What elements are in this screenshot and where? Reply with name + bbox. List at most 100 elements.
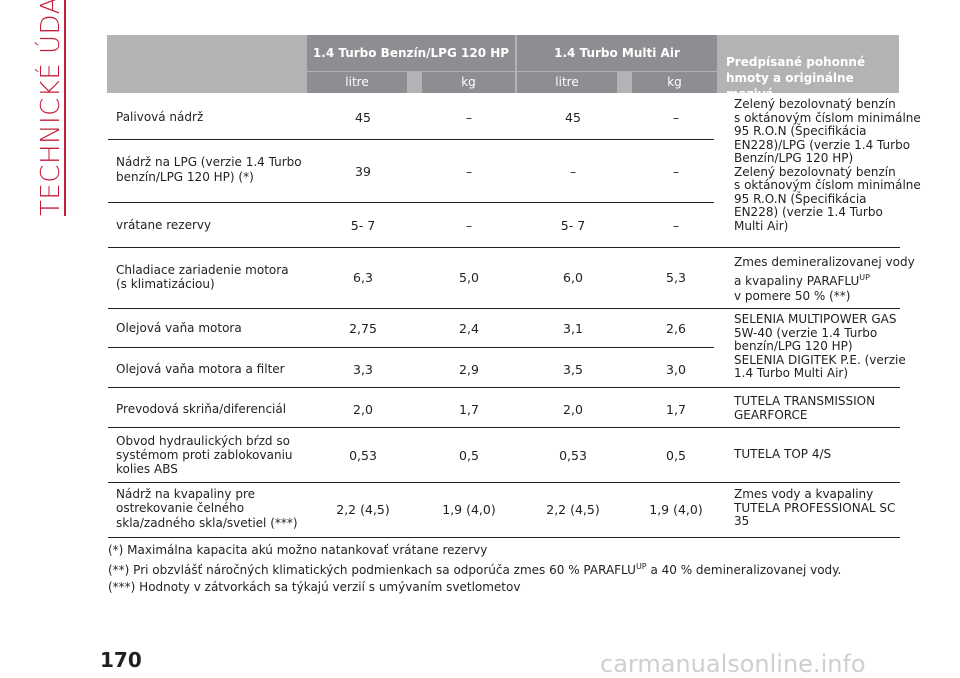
value: – bbox=[465, 218, 473, 233]
value: 1,9 (4,0) bbox=[649, 502, 703, 517]
value: 45 bbox=[355, 110, 371, 125]
value: – bbox=[569, 164, 577, 179]
value: 5- 7 bbox=[350, 218, 376, 233]
row-divider bbox=[108, 387, 900, 388]
header-kg-1: kg bbox=[461, 75, 476, 89]
row-label-fuel-tank: Palivová nádrž bbox=[116, 110, 204, 124]
oil-line: SELENIA MULTIPOWER GAS bbox=[734, 312, 897, 326]
section-line bbox=[64, 0, 66, 216]
value: – bbox=[672, 164, 680, 179]
value: 1,9 (4,0) bbox=[442, 502, 496, 517]
value: 0,5 bbox=[666, 448, 686, 463]
value: 2,9 bbox=[459, 362, 479, 377]
row-divider bbox=[108, 308, 900, 309]
row-divider bbox=[108, 482, 900, 483]
header-cell-turbo-lpg bbox=[307, 35, 515, 71]
value: 5- 7 bbox=[560, 218, 586, 233]
header-multiair: 1.4 Turbo Multi Air bbox=[554, 46, 680, 60]
footnote-1: (*) Maximálna kapacita akú možno natanko… bbox=[108, 543, 488, 557]
value: 5,0 bbox=[459, 270, 479, 285]
footnote-2-text: (**) Pri obzvlášť náročných klimatických… bbox=[108, 563, 636, 577]
footnote-2-end: a 40 % demineralizovanej vody. bbox=[646, 563, 842, 577]
fuel-line: Benzín/LPG 120 HP) bbox=[734, 151, 854, 165]
value: 2,0 bbox=[563, 402, 583, 417]
value: 2,6 bbox=[666, 321, 686, 336]
value: 2,2 (4,5) bbox=[336, 502, 390, 517]
fuel-line: s oktánovým číslom minimálne bbox=[734, 178, 921, 192]
value: 6,0 bbox=[563, 270, 583, 285]
gear-line: TUTELA TRANSMISSION bbox=[734, 394, 876, 408]
oil-line: 1.4 Turbo Multi Air) bbox=[734, 366, 849, 380]
oil-line: 5W-40 (verzie 1.4 Turbo bbox=[734, 325, 878, 340]
value: 2,4 bbox=[459, 321, 479, 336]
row-divider bbox=[108, 139, 714, 140]
row-divider bbox=[108, 202, 714, 203]
header-litre-1: litre bbox=[345, 75, 369, 89]
value: 0,5 bbox=[459, 448, 479, 463]
header-cell-kg-1 bbox=[422, 72, 515, 93]
row-divider bbox=[108, 347, 714, 348]
value: – bbox=[465, 164, 473, 179]
row-divider bbox=[108, 247, 900, 248]
page-number: 170 bbox=[100, 648, 142, 672]
value: – bbox=[465, 110, 473, 125]
coolant-line: Zmes demineralizovanej vody bbox=[734, 255, 915, 269]
row-label-reserve: vrátane rezervy bbox=[116, 218, 212, 232]
header-cell-kg-2 bbox=[632, 72, 717, 93]
value: 3,0 bbox=[666, 362, 686, 377]
header-cell-litre-2 bbox=[517, 72, 617, 93]
row-label-coolant-line-1: Chladiace zariadenie motora bbox=[116, 263, 289, 277]
row-label-gearbox: Prevodová skriňa/diferenciál bbox=[116, 402, 287, 416]
header-cell-multiair bbox=[517, 35, 717, 71]
fuel-line: EN228)/LPG (verzie 1.4 Turbo bbox=[734, 137, 911, 152]
row-label-oil-filter: Olejová vaňa motora a filter bbox=[116, 362, 285, 376]
coolant-line: a kvapaliny PARAFLU bbox=[734, 274, 860, 288]
watermark: carmanualsonline.info bbox=[600, 650, 866, 678]
row-label-brakes-line-2: systémom proti zablokovaniu bbox=[116, 448, 293, 462]
value: – bbox=[672, 218, 680, 233]
row-label-washer-line-1: Nádrž na kvapaliny pre bbox=[116, 487, 256, 501]
oil-line: benzín/LPG 120 HP) bbox=[734, 339, 853, 353]
value: 5,3 bbox=[666, 270, 686, 285]
table-bottom-rule bbox=[108, 537, 900, 538]
row-label-brakes-line-3: kolies ABS bbox=[116, 462, 178, 476]
value: 3,3 bbox=[353, 362, 373, 377]
oil-line: SELENIA DIGITEK P.E. (verzie bbox=[734, 352, 906, 367]
value: 1,7 bbox=[459, 402, 479, 417]
fuel-spec: Zelený bezolovnatý benzín s oktánovým čí… bbox=[734, 97, 921, 233]
header-fuel: Predpísané pohonné hmoty a originálne ma… bbox=[726, 55, 866, 101]
value: – bbox=[672, 110, 680, 125]
section-title: TECHNICKÉ ÚDAJE bbox=[36, 0, 66, 216]
gear-line: GEARFORCE bbox=[734, 407, 808, 422]
value: 2,0 bbox=[353, 402, 373, 417]
fuel-line: EN228) (verzie 1.4 Turbo bbox=[734, 205, 883, 219]
fuel-line: 95 R.O.N (Špecifikácia bbox=[734, 124, 867, 138]
value: 2,2 (4,5) bbox=[546, 502, 600, 517]
brake-spec: TUTELA TOP 4/S bbox=[734, 447, 832, 461]
row-label-lpg-line-1: Nádrž na LPG (verzie 1.4 Turbo bbox=[116, 155, 302, 169]
coolant-line: v pomere 50 % (**) bbox=[734, 289, 851, 303]
washer-line: 35 bbox=[734, 514, 750, 528]
footnote-2-sup: UP bbox=[635, 562, 647, 571]
row-label-coolant-line-2: (s klimatizáciou) bbox=[116, 277, 215, 291]
gear-spec: TUTELA TRANSMISSION GEARFORCE bbox=[734, 394, 876, 422]
value: 45 bbox=[565, 110, 581, 125]
row-label-washer-line-2: ostrekovanie čelného bbox=[116, 501, 245, 515]
coolant-sup: UP bbox=[859, 273, 870, 282]
value: 6,3 bbox=[353, 270, 373, 285]
value: 0,53 bbox=[559, 448, 587, 463]
row-label-lpg-line-2: benzín/LPG 120 HP) (*) bbox=[116, 170, 254, 184]
header-turbo-lpg: 1.4 Turbo Benzín/LPG 120 HP bbox=[312, 46, 510, 60]
washer-spec: Zmes vody a kvapaliny TUTELA PROFESSIONA… bbox=[734, 487, 895, 529]
row-label-brakes-line-1: Obvod hydraulických bŕzd so bbox=[116, 434, 290, 448]
footnote-2: (**) Pri obzvlášť náročných klimatických… bbox=[108, 562, 841, 577]
value: 3,1 bbox=[563, 321, 583, 336]
washer-line: Zmes vody a kvapaliny bbox=[734, 487, 874, 501]
row-label-oil-sump: Olejová vaňa motora bbox=[116, 321, 242, 335]
value: 0,53 bbox=[349, 448, 377, 463]
value: 39 bbox=[355, 164, 371, 179]
value: 3,5 bbox=[563, 362, 583, 377]
value: 1,7 bbox=[666, 402, 686, 417]
header-cell-litre-1 bbox=[307, 72, 407, 93]
fuel-line: s oktánovým číslom minimálne bbox=[734, 110, 921, 125]
